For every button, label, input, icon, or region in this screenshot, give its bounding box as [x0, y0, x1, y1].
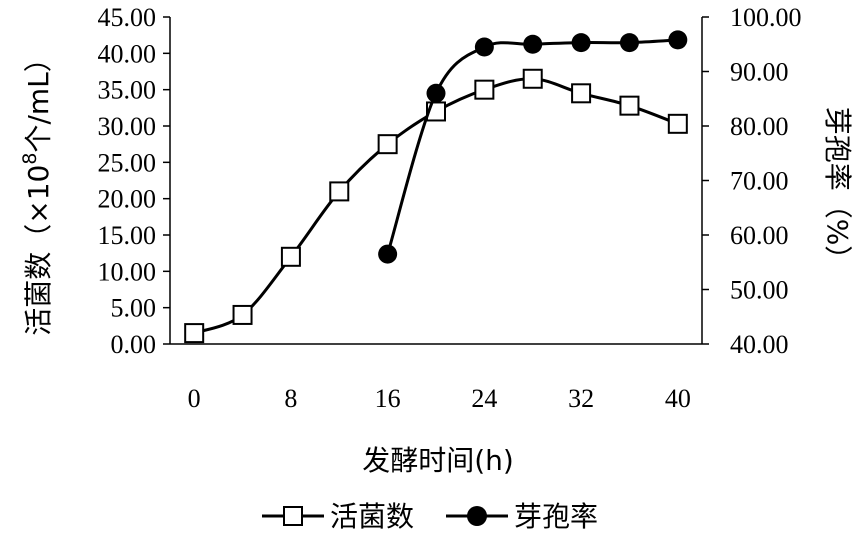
- data-point-spore-rate: [474, 37, 494, 57]
- left-y-tick-label: 30.00: [98, 112, 157, 141]
- x-tick-label: 40: [665, 384, 691, 413]
- data-point-spore-rate: [668, 30, 688, 50]
- left-y-tick-label: 0.00: [111, 330, 157, 359]
- legend-marker-open-square: [283, 506, 303, 526]
- left-y-axis-label-sup: 8: [19, 153, 41, 165]
- data-point-viable-count: [280, 246, 301, 267]
- data-point-viable-count: [474, 79, 495, 100]
- plot-frame: [169, 17, 703, 345]
- legend: 活菌数 芽孢率: [262, 500, 598, 533]
- x-tick-label: 32: [568, 384, 594, 413]
- right-y-tick-label: 90.00: [730, 58, 789, 87]
- data-point-viable-count: [184, 323, 205, 344]
- data-point-spore-rate: [378, 244, 398, 264]
- legend-label-viable-count: 活菌数: [330, 500, 414, 533]
- left-y-tick-label: 40.00: [98, 39, 157, 68]
- left-y-axis: 0.00 5.00 10.00 15.00 20.00 25.00 30.00 35.00 40…: [98, 3, 170, 359]
- legend-label-spore-rate: 芽孢率: [514, 500, 598, 533]
- x-tick-label: 24: [471, 384, 497, 413]
- left-y-tick-label: 15.00: [98, 221, 157, 250]
- right-y-tick-label: 40.00: [730, 330, 789, 359]
- left-y-tick-label: 5.00: [111, 294, 157, 323]
- data-point-viable-count: [522, 68, 543, 89]
- left-y-tick-label: 10.00: [98, 257, 157, 286]
- data-point-spore-rate: [426, 83, 446, 103]
- left-y-axis-label-main: 活菌数（×10: [22, 165, 55, 336]
- right-y-axis: 40.00 50.00 60.00 70.00 80.00 90.00 100.00: [702, 3, 802, 359]
- right-y-tick-label: 80.00: [730, 112, 789, 141]
- data-point-spore-rate: [523, 34, 543, 54]
- series-layer: [184, 30, 688, 344]
- data-point-viable-count: [619, 95, 640, 116]
- right-y-tick-label: 70.00: [730, 167, 789, 196]
- right-y-tick-label: 100.00: [730, 3, 802, 32]
- data-point-viable-count: [571, 83, 592, 104]
- right-y-tick-label: 50.00: [730, 276, 789, 305]
- data-point-viable-count: [232, 304, 253, 325]
- data-point-spore-rate: [571, 33, 591, 53]
- data-point-viable-count: [377, 134, 398, 155]
- right-y-axis-label: 芽孢率（%）: [821, 107, 854, 274]
- data-point-viable-count: [667, 113, 688, 134]
- right-y-tick-label: 60.00: [730, 221, 789, 250]
- x-tick-label: 0: [188, 384, 201, 413]
- data-point-viable-count: [329, 181, 350, 202]
- x-axis: 0 8 16 24 32 40: [188, 384, 691, 413]
- legend-marker-filled-circle: [467, 506, 487, 526]
- left-y-axis-label-tail: 个/mL）: [22, 44, 55, 152]
- x-axis-label: 发酵时间(h): [362, 444, 514, 477]
- left-y-tick-label: 45.00: [98, 3, 157, 32]
- left-y-tick-label: 25.00: [98, 148, 157, 177]
- x-tick-label: 16: [375, 384, 401, 413]
- left-y-tick-label: 20.00: [98, 185, 157, 214]
- data-point-spore-rate: [619, 33, 639, 53]
- x-tick-label: 8: [284, 384, 297, 413]
- left-y-tick-label: 35.00: [98, 76, 157, 105]
- left-y-axis-label: 活菌数（×108个/mL）: [19, 44, 55, 336]
